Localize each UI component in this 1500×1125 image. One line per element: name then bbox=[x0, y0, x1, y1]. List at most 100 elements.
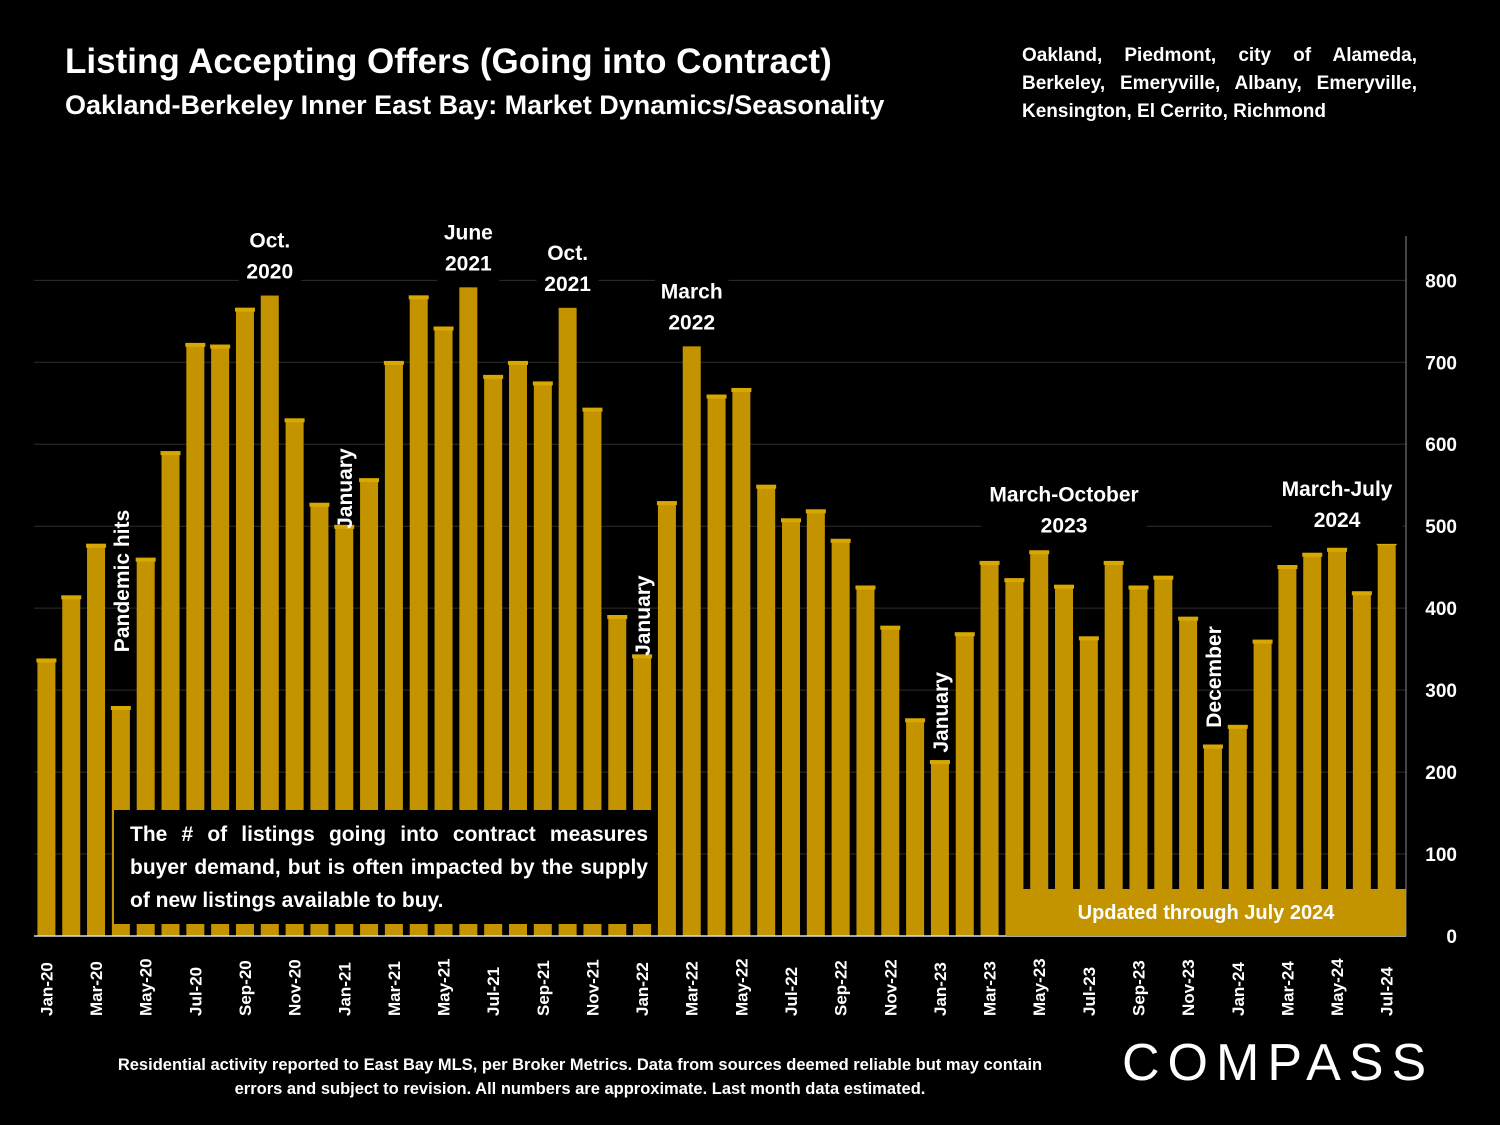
bar-cap bbox=[1128, 585, 1149, 590]
bar-cap bbox=[979, 560, 1000, 565]
y-tick-label: 0 bbox=[1446, 927, 1457, 948]
bar bbox=[1253, 642, 1272, 936]
x-tick-label: May-20 bbox=[137, 958, 156, 1016]
bar bbox=[211, 347, 230, 936]
bar bbox=[881, 628, 900, 936]
x-tick-label: Sep-21 bbox=[534, 960, 553, 1016]
bar-cap bbox=[756, 484, 777, 489]
bar-cap bbox=[135, 557, 156, 562]
x-tick-label: Jan-22 bbox=[633, 962, 652, 1016]
bar-cap bbox=[1227, 724, 1248, 729]
bar-cap bbox=[86, 543, 107, 548]
bar bbox=[1030, 553, 1049, 936]
callout-text-container: The # of listings going into contract me… bbox=[130, 823, 648, 912]
bar-cap bbox=[359, 478, 380, 483]
bar-cap bbox=[954, 632, 975, 637]
x-tick-label: May-21 bbox=[435, 958, 454, 1016]
x-tick-label: May-22 bbox=[732, 958, 751, 1016]
bar bbox=[558, 296, 577, 936]
annotation-label: Pandemic hits bbox=[111, 510, 134, 652]
bar-cap bbox=[929, 760, 950, 765]
bar bbox=[1005, 581, 1024, 936]
bar bbox=[1377, 544, 1396, 936]
annotation-backing bbox=[536, 237, 599, 308]
annotation-label: Oct. bbox=[249, 230, 290, 253]
updated-box bbox=[1006, 889, 1406, 936]
compass-logo: COMPASS bbox=[1122, 1034, 1435, 1092]
y-tick-label: 600 bbox=[1425, 435, 1457, 456]
bar bbox=[955, 635, 974, 936]
bar bbox=[806, 512, 825, 936]
bar bbox=[235, 310, 254, 936]
bar-cap bbox=[1078, 636, 1099, 641]
annotation-label: January bbox=[930, 672, 953, 753]
annotation-label: 2024 bbox=[1314, 509, 1361, 532]
bar-cap bbox=[185, 342, 206, 347]
bar-cap bbox=[1153, 575, 1174, 580]
bar bbox=[1104, 563, 1123, 936]
bar bbox=[732, 390, 751, 936]
annotation-label: March-October bbox=[989, 484, 1138, 507]
annotation-backing bbox=[654, 276, 729, 347]
bar bbox=[1179, 619, 1198, 936]
y-tick-label: 400 bbox=[1425, 599, 1457, 620]
x-tick-label: Jul-24 bbox=[1378, 966, 1397, 1016]
x-tick-label: May-24 bbox=[1328, 958, 1347, 1016]
bar bbox=[906, 721, 925, 936]
updated-label: Updated through July 2024 bbox=[1078, 902, 1336, 924]
bar bbox=[757, 487, 776, 936]
x-tick-label: Sep-22 bbox=[832, 960, 851, 1016]
bar bbox=[285, 421, 304, 936]
bar-cap bbox=[632, 654, 653, 659]
annotation-label: Oct. bbox=[547, 242, 588, 265]
bar-cap bbox=[706, 394, 727, 399]
x-tick-label: Sep-23 bbox=[1129, 960, 1148, 1016]
bar-cap bbox=[830, 538, 851, 543]
bar-cap bbox=[1054, 584, 1075, 589]
annotation-label: June bbox=[444, 221, 493, 244]
x-tick-label: Sep-20 bbox=[236, 960, 255, 1016]
chart-title: Listing Accepting Offers (Going into Con… bbox=[65, 42, 832, 81]
bar bbox=[930, 763, 949, 936]
bar bbox=[1352, 594, 1371, 936]
x-tick-label: Nov-23 bbox=[1179, 959, 1198, 1016]
bar bbox=[1129, 588, 1148, 936]
x-tick-label: Jul-20 bbox=[186, 967, 205, 1016]
x-tick-label: Nov-22 bbox=[881, 959, 900, 1016]
annotation-label: March bbox=[661, 280, 723, 303]
bar-cap bbox=[160, 451, 181, 456]
bar bbox=[707, 397, 726, 936]
x-tick-label: Mar-20 bbox=[87, 961, 106, 1016]
annotation-backing bbox=[1271, 473, 1403, 544]
x-tick-label: Jan-20 bbox=[37, 962, 56, 1016]
y-tick-label: 500 bbox=[1425, 517, 1457, 538]
source-footnote: Residential activity reported to East Ba… bbox=[117, 1056, 1043, 1098]
bar-cap bbox=[383, 360, 404, 365]
bar bbox=[508, 363, 527, 936]
bar-cap bbox=[805, 509, 826, 514]
annotation-backing bbox=[238, 225, 301, 296]
bar bbox=[583, 410, 602, 936]
bar bbox=[87, 546, 106, 936]
bar-cap bbox=[1302, 552, 1323, 557]
bar bbox=[856, 588, 875, 936]
bar bbox=[1328, 550, 1347, 936]
bar-cap bbox=[483, 374, 504, 379]
y-tick-label: 800 bbox=[1425, 271, 1457, 292]
bar-cap bbox=[781, 518, 802, 523]
bar bbox=[682, 340, 701, 936]
bar-cap bbox=[210, 344, 231, 349]
y-tick-label: 100 bbox=[1425, 845, 1457, 866]
x-tick-label: Jan-24 bbox=[1229, 962, 1248, 1016]
bar bbox=[409, 298, 428, 936]
annotation-label: 2020 bbox=[246, 261, 293, 284]
annotation-label: December bbox=[1203, 626, 1226, 728]
bar bbox=[1079, 639, 1098, 936]
bar-cap bbox=[731, 387, 752, 392]
y-tick-label: 300 bbox=[1425, 681, 1457, 702]
bar-cap bbox=[905, 718, 926, 723]
x-tick-label: Jan-23 bbox=[931, 962, 950, 1016]
bar bbox=[657, 504, 676, 936]
bar-cap bbox=[507, 360, 528, 365]
bar-cap bbox=[110, 705, 131, 710]
